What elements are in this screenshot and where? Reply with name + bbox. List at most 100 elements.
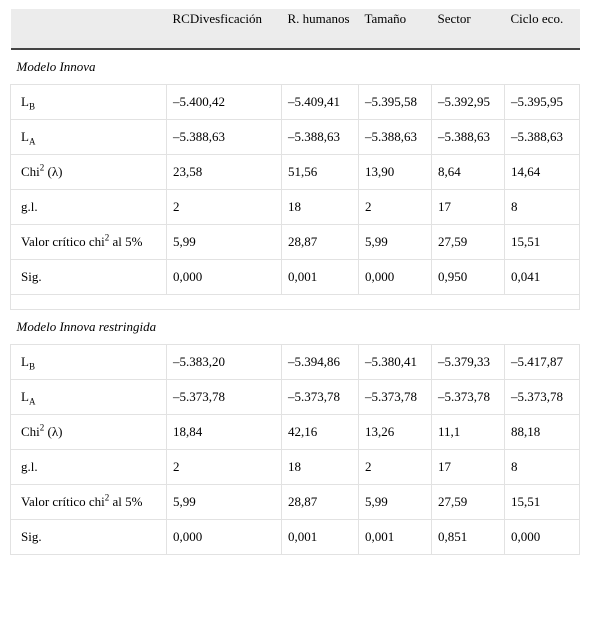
data-row: Valor crítico chi2 al 5% 5,99 28,87 5,99 27,…	[10, 484, 580, 520]
label-text: al 5%	[109, 494, 143, 509]
label-text: L	[21, 129, 29, 144]
label-superscript: 2	[104, 232, 110, 243]
label-text: al 5%	[109, 234, 143, 249]
value-cell: 88,18	[504, 414, 580, 450]
label-text: Valor crítico chi	[21, 234, 105, 249]
column-header: R. humanos	[281, 9, 359, 50]
value-cell: 2	[358, 449, 432, 485]
label-text: L	[21, 354, 29, 369]
value-cell: 0,041	[504, 259, 580, 295]
data-row: LB –5.400,42 –5.409,41 –5.395,58 –5.392,95 –5…	[10, 84, 580, 120]
value-cell: –5.388,63	[358, 119, 432, 155]
value-cell: 5,99	[166, 484, 282, 520]
value-cell: 8	[504, 449, 580, 485]
label-text: Sig.	[21, 269, 42, 284]
header-row: RCDivesficación R. humanos Tamaño Sector Cic…	[10, 9, 580, 50]
value-cell: 5,99	[358, 484, 432, 520]
label-text: g.l.	[21, 199, 38, 214]
row-label: LB	[10, 344, 167, 380]
label-subscript: A	[28, 396, 36, 407]
label-text: g.l.	[21, 459, 38, 474]
label-subscript: B	[28, 101, 35, 112]
value-cell: 14,64	[504, 154, 580, 190]
label-subscript: A	[28, 136, 36, 147]
value-cell: 28,87	[281, 224, 359, 260]
value-cell: –5.373,78	[166, 379, 282, 415]
value-cell: 23,58	[166, 154, 282, 190]
data-row: Sig. 0,000 0,001 0,000 0,950 0,041	[10, 259, 580, 295]
row-label: Chi2 (λ)	[10, 154, 167, 190]
value-cell: 17	[431, 449, 505, 485]
value-cell: –5.373,78	[358, 379, 432, 415]
label-subscript: B	[28, 361, 35, 372]
value-cell: 5,99	[166, 224, 282, 260]
label-superscript: 2	[39, 422, 45, 433]
value-cell: 5,99	[358, 224, 432, 260]
header-cell	[10, 9, 167, 50]
column-header: Sector	[431, 9, 505, 50]
label-superscript: 2	[39, 162, 45, 173]
value-cell: –5.388,63	[166, 119, 282, 155]
value-cell: –5.417,87	[504, 344, 580, 380]
label-text: (λ)	[44, 164, 63, 179]
value-cell: 0,001	[358, 519, 432, 555]
column-header: Ciclo eco.	[504, 9, 580, 50]
data-row: Sig. 0,000 0,001 0,001 0,851 0,000	[10, 519, 580, 555]
value-cell: 42,16	[281, 414, 359, 450]
value-cell: –5.380,41	[358, 344, 432, 380]
results-table: RCDivesficación R. humanos Tamaño Sector Cic…	[10, 9, 580, 555]
value-cell: 0,000	[166, 519, 282, 555]
value-cell: –5.392,95	[431, 84, 505, 120]
value-cell: –5.395,95	[504, 84, 580, 120]
section-title: Modelo Innova restringida	[10, 309, 580, 345]
value-cell: –5.379,33	[431, 344, 505, 380]
data-row: LA –5.373,78 –5.373,78 –5.373,78 –5.373,78 –5…	[10, 379, 580, 415]
value-cell: –5.395,58	[358, 84, 432, 120]
value-cell: 11,1	[431, 414, 505, 450]
label-text: L	[21, 389, 29, 404]
value-cell: 13,26	[358, 414, 432, 450]
row-label: Valor crítico chi2 al 5%	[10, 484, 167, 520]
value-cell: –5.383,20	[166, 344, 282, 380]
value-cell: –5.373,78	[431, 379, 505, 415]
column-header: RCDivesficación	[166, 9, 282, 50]
row-label: LA	[10, 119, 167, 155]
value-cell: 0,001	[281, 259, 359, 295]
value-cell: 17	[431, 189, 505, 225]
value-cell: 18	[281, 449, 359, 485]
value-cell: –5.388,63	[431, 119, 505, 155]
value-cell: 13,90	[358, 154, 432, 190]
value-cell: –5.373,78	[281, 379, 359, 415]
value-cell: –5.388,63	[504, 119, 580, 155]
value-cell: 2	[166, 449, 282, 485]
data-row: g.l. 2 18 2 17 8	[10, 189, 580, 225]
row-label: LB	[10, 84, 167, 120]
value-cell: –5.394,86	[281, 344, 359, 380]
section-row: Modelo Innova	[10, 48, 580, 85]
value-cell: 2	[166, 189, 282, 225]
value-cell: 28,87	[281, 484, 359, 520]
data-row: LA –5.388,63 –5.388,63 –5.388,63 –5.388,63 –5…	[10, 119, 580, 155]
label-superscript: 2	[104, 492, 110, 503]
row-label: g.l.	[10, 449, 167, 485]
value-cell: –5.373,78	[504, 379, 580, 415]
value-cell: 27,59	[431, 224, 505, 260]
label-text: Valor crítico chi	[21, 494, 105, 509]
table-body: Modelo Innova LB –5.400,42 –5.409,41 –5.395,…	[10, 48, 580, 555]
value-cell: 51,56	[281, 154, 359, 190]
section-row: Modelo Innova restringida	[10, 309, 580, 345]
value-cell: 15,51	[504, 224, 580, 260]
value-cell: 0,001	[281, 519, 359, 555]
column-header: Tamaño	[358, 9, 432, 50]
label-text: Sig.	[21, 529, 42, 544]
value-cell: –5.409,41	[281, 84, 359, 120]
data-row: Chi2 (λ) 18,84 42,16 13,26 11,1 88,18	[10, 414, 580, 450]
spacer-row	[10, 294, 580, 310]
row-label: Chi2 (λ)	[10, 414, 167, 450]
value-cell: 0,851	[431, 519, 505, 555]
row-label: Sig.	[10, 519, 167, 555]
value-cell: 18	[281, 189, 359, 225]
label-text: Chi	[21, 164, 40, 179]
row-label: Sig.	[10, 259, 167, 295]
row-label: g.l.	[10, 189, 167, 225]
